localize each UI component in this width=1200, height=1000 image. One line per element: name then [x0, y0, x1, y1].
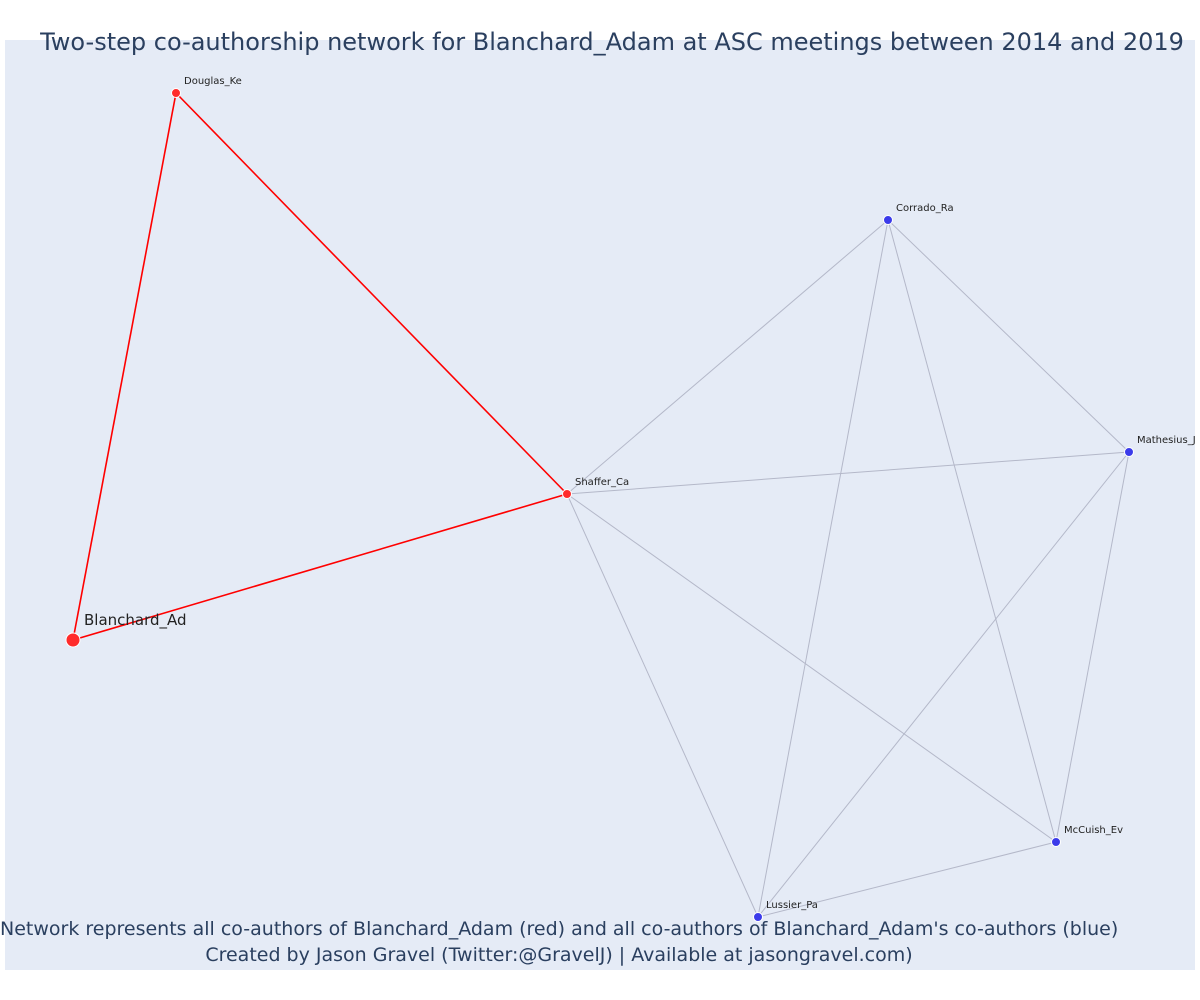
node-Blanchard_Ad[interactable] [65, 632, 81, 648]
edge-Blanchard_Ad-Douglas_Ke [72, 92, 177, 641]
node-McCuish_Ev[interactable] [1051, 837, 1061, 847]
edge-Corrado_Ra-Mathesius_Je [887, 219, 1130, 453]
edge-Corrado_Ra-Lussier_Pa [757, 219, 889, 918]
node-label-Corrado_Ra: Corrado_Ra [896, 203, 954, 214]
edge-Blanchard_Ad-Shaffer_Ca [72, 493, 568, 641]
edge-McCuish_Ev-Lussier_Pa [757, 841, 1057, 918]
plot-area: Blanchard_Ad Douglas_Ke Shaffer_Ca Corrado_… [5, 40, 1195, 970]
node-label-Shaffer_Ca: Shaffer_Ca [575, 477, 629, 488]
network-graph: Blanchard_Ad Douglas_Ke Shaffer_Ca Corrado_… [65, 76, 1195, 922]
edge-Corrado_Ra-McCuish_Ev [887, 219, 1057, 843]
node-label-Douglas_Ke: Douglas_Ke [184, 76, 242, 87]
edge-Shaffer_Ca-Mathesius_Je [566, 451, 1130, 495]
node-Lussier_Pa[interactable] [753, 912, 763, 922]
node-label-Mathesius_Je: Mathesius_Je [1137, 435, 1195, 446]
chart-title: Two-step co-authorship network for Blanc… [40, 28, 1184, 56]
node-Mathesius_Je[interactable] [1124, 447, 1134, 457]
node-label-Lussier_Pa: Lussier_Pa [766, 900, 818, 911]
edge-Shaffer_Ca-Corrado_Ra [566, 219, 889, 495]
edge-Shaffer_Ca-McCuish_Ev [566, 493, 1057, 843]
edge-layer [72, 92, 1130, 918]
edge-Mathesius_Je-McCuish_Ev [1055, 451, 1130, 843]
node-Douglas_Ke[interactable] [171, 88, 181, 98]
node-Shaffer_Ca[interactable] [562, 489, 572, 499]
node-label-McCuish_Ev: McCuish_Ev [1064, 825, 1123, 836]
caption-legend-note: Network represents all co-authors of Bla… [0, 918, 1119, 940]
edge-Mathesius_Je-Lussier_Pa [757, 451, 1130, 918]
node-layer [65, 88, 1134, 922]
node-label-Blanchard_Ad: Blanchard_Ad [84, 611, 187, 630]
node-Corrado_Ra[interactable] [883, 215, 893, 225]
caption-credit: Created by Jason Gravel (Twitter:@Gravel… [205, 944, 913, 966]
edge-Douglas_Ke-Shaffer_Ca [175, 92, 568, 495]
edge-Shaffer_Ca-Lussier_Pa [566, 493, 759, 918]
label-layer: Blanchard_Ad Douglas_Ke Shaffer_Ca Corrado_… [84, 76, 1195, 911]
